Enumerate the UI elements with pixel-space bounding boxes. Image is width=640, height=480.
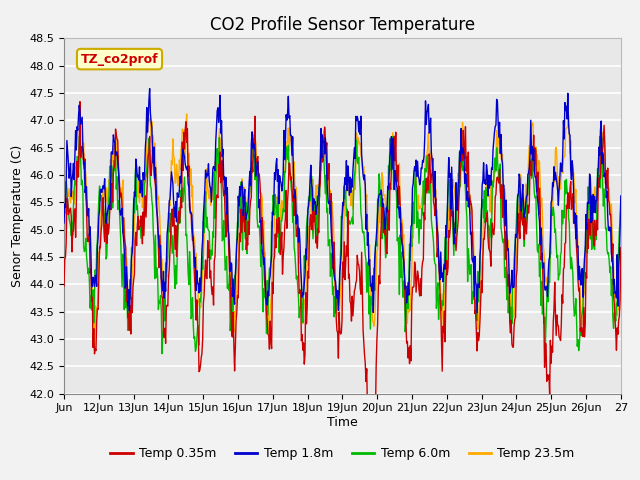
Temp 6.0m	[401, 329, 409, 335]
Temp 1.8m	[228, 294, 236, 300]
Temp 1.8m	[617, 193, 625, 199]
Temp 6.0m	[60, 201, 68, 207]
Text: TZ_co2prof: TZ_co2prof	[81, 53, 158, 66]
Temp 1.8m	[432, 203, 440, 208]
Temp 23.5m	[91, 346, 99, 352]
Line: Temp 0.35m: Temp 0.35m	[64, 102, 621, 442]
Temp 0.35m	[368, 439, 376, 445]
Temp 1.8m	[146, 85, 154, 91]
Temp 23.5m	[617, 253, 625, 259]
Temp 23.5m	[401, 286, 409, 292]
Temp 6.0m	[433, 305, 440, 311]
Temp 6.0m	[125, 289, 133, 295]
Temp 0.35m	[401, 299, 409, 305]
Title: CO2 Profile Sensor Temperature: CO2 Profile Sensor Temperature	[210, 16, 475, 34]
Line: Temp 1.8m: Temp 1.8m	[64, 88, 621, 313]
Temp 23.5m	[126, 315, 134, 321]
Temp 23.5m	[433, 211, 440, 217]
Legend: Temp 0.35m, Temp 1.8m, Temp 6.0m, Temp 23.5m: Temp 0.35m, Temp 1.8m, Temp 6.0m, Temp 2…	[105, 443, 580, 466]
Line: Temp 23.5m: Temp 23.5m	[64, 114, 621, 349]
Temp 0.35m	[256, 181, 264, 187]
Temp 23.5m	[257, 192, 264, 197]
Temp 1.8m	[60, 220, 68, 226]
Temp 6.0m	[228, 311, 236, 317]
Temp 0.35m	[76, 99, 84, 105]
Temp 0.35m	[617, 245, 625, 251]
Temp 6.0m	[617, 202, 625, 208]
Temp 0.35m	[228, 334, 236, 340]
Temp 6.0m	[158, 351, 166, 357]
Temp 1.8m	[125, 308, 133, 313]
Temp 0.35m	[433, 216, 440, 222]
Temp 23.5m	[183, 111, 191, 117]
Line: Temp 6.0m: Temp 6.0m	[64, 135, 621, 354]
Temp 1.8m	[473, 310, 481, 316]
Temp 6.0m	[257, 264, 264, 269]
Temp 0.35m	[126, 303, 134, 309]
Temp 1.8m	[401, 273, 408, 279]
Temp 0.35m	[60, 283, 68, 289]
Y-axis label: Senor Temperature (C): Senor Temperature (C)	[11, 145, 24, 287]
Temp 0.35m	[277, 239, 285, 245]
X-axis label: Time: Time	[327, 416, 358, 429]
Temp 6.0m	[249, 132, 257, 138]
Temp 23.5m	[278, 198, 285, 204]
Temp 1.8m	[277, 180, 285, 186]
Temp 23.5m	[229, 320, 237, 326]
Temp 23.5m	[60, 261, 68, 267]
Temp 6.0m	[278, 218, 285, 224]
Temp 1.8m	[256, 219, 264, 225]
